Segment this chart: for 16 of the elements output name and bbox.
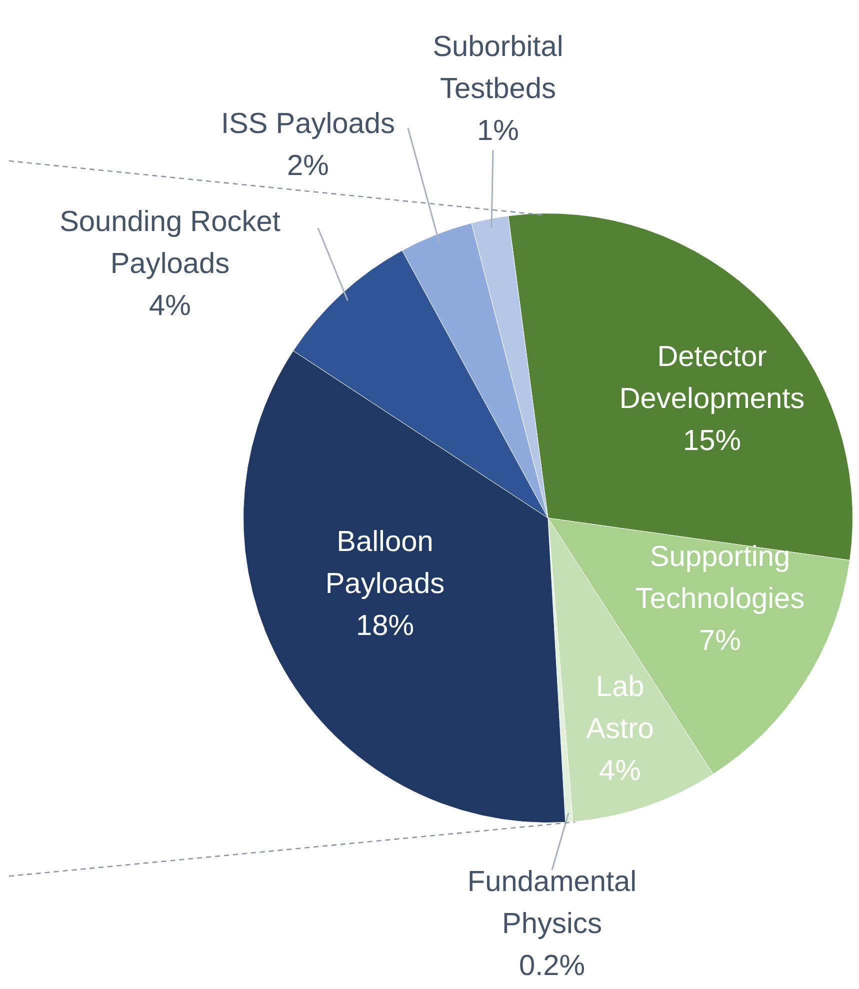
data-label: 4% <box>599 755 641 787</box>
slice-label: Lab Astro <box>586 671 654 745</box>
slice-label: Detector Developments <box>619 341 805 415</box>
data-label: 15% <box>682 425 742 457</box>
data-label: 2% <box>287 150 329 182</box>
data-label: 4% <box>149 290 191 322</box>
slice-label: ISS Payloads <box>220 108 396 140</box>
slice-label: Sounding Rocket Payloads <box>60 206 280 280</box>
data-label: 7% <box>699 625 741 657</box>
data-label: 1% <box>477 115 519 147</box>
slice-label: Fundamental Physics <box>467 866 637 940</box>
data-label: 0.2% <box>518 950 586 982</box>
data-label: 18% <box>356 610 414 642</box>
slice-label: Balloon Payloads <box>325 526 445 600</box>
slice-label: Supporting Technologies <box>635 541 805 615</box>
slice-label: Suborbital Testbeds <box>432 31 564 105</box>
